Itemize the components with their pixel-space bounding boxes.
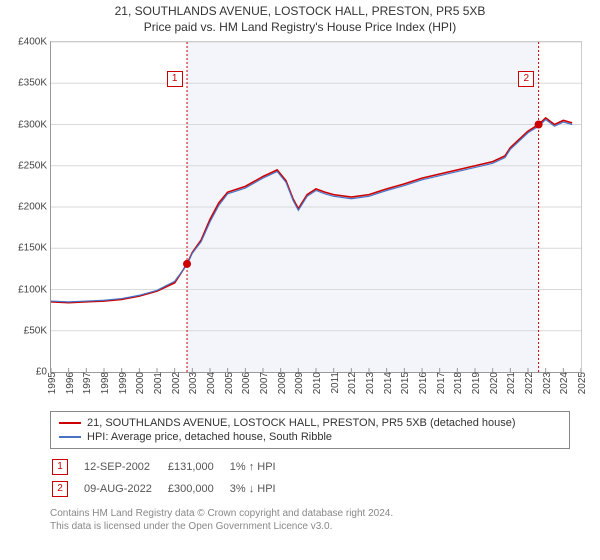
x-tick-label: 2024: [559, 372, 570, 394]
x-tick-label: 2009: [294, 372, 305, 394]
x-tick-label: 2020: [489, 372, 500, 394]
title-line-2: Price paid vs. HM Land Registry's House …: [0, 20, 600, 36]
legend-swatch: [59, 436, 81, 438]
chart-container: £0£50K£100K£150K£200K£250K£300K£350K£400…: [10, 41, 582, 405]
marker-delta: 1% ↑ HPI: [230, 457, 290, 477]
x-tick-label: 2013: [365, 372, 376, 394]
x-tick-label: 2002: [171, 372, 182, 394]
y-tick-label: £300K: [18, 119, 51, 130]
x-tick-label: 2004: [206, 372, 217, 394]
x-tick-label: 1996: [65, 372, 76, 394]
y-tick-label: £250K: [18, 160, 51, 171]
x-tick-label: 2008: [277, 372, 288, 394]
footer-line-1: Contains HM Land Registry data © Crown c…: [50, 507, 600, 520]
x-tick-label: 2025: [577, 372, 588, 394]
marker-delta: 3% ↓ HPI: [230, 479, 290, 499]
y-tick-label: £150K: [18, 243, 51, 254]
x-tick-label: 2021: [506, 372, 517, 394]
legend-item: HPI: Average price, detached house, Sout…: [59, 430, 561, 444]
marker-date: 12-SEP-2002: [84, 457, 166, 477]
x-tick-label: 2010: [312, 372, 323, 394]
marker-badge: 2: [52, 481, 68, 497]
y-tick-label: £100K: [18, 284, 51, 295]
y-tick-label: £400K: [18, 37, 51, 48]
legend-item: 21, SOUTHLANDS AVENUE, LOSTOCK HALL, PRE…: [59, 416, 561, 430]
marker-price: £300,000: [168, 479, 228, 499]
legend-label: HPI: Average price, detached house, Sout…: [87, 431, 332, 443]
marker-price: £131,000: [168, 457, 228, 477]
x-tick-label: 1995: [47, 372, 58, 394]
chart-title: 21, SOUTHLANDS AVENUE, LOSTOCK HALL, PRE…: [0, 0, 600, 35]
x-tick-label: 2012: [347, 372, 358, 394]
x-tick-label: 2022: [524, 372, 535, 394]
legend: 21, SOUTHLANDS AVENUE, LOSTOCK HALL, PRE…: [50, 411, 570, 449]
x-tick-label: 2016: [418, 372, 429, 394]
x-tick-label: 2018: [453, 372, 464, 394]
legend-label: 21, SOUTHLANDS AVENUE, LOSTOCK HALL, PRE…: [87, 417, 516, 429]
x-tick-label: 1999: [118, 372, 129, 394]
x-tick-label: 2019: [471, 372, 482, 394]
y-tick-label: £350K: [18, 78, 51, 89]
x-tick-label: 2014: [383, 372, 394, 394]
x-tick-label: 2006: [241, 372, 252, 394]
plot-area: £0£50K£100K£150K£200K£250K£300K£350K£400…: [50, 41, 582, 373]
x-tick-label: 2007: [259, 372, 270, 394]
x-tick-label: 2015: [400, 372, 411, 394]
marker-date: 09-AUG-2022: [84, 479, 166, 499]
table-row: 1 12-SEP-2002 £131,000 1% ↑ HPI: [52, 457, 290, 477]
legend-swatch: [59, 422, 81, 424]
x-tick-label: 2023: [542, 372, 553, 394]
x-tick-label: 1998: [100, 372, 111, 394]
x-tick-label: 2001: [153, 372, 164, 394]
footer: Contains HM Land Registry data © Crown c…: [50, 507, 600, 533]
y-tick-label: £200K: [18, 202, 51, 213]
x-tick-label: 2017: [436, 372, 447, 394]
x-tick-label: 2000: [135, 372, 146, 394]
chart-marker-badge: 1: [167, 71, 183, 87]
footer-line-2: This data is licensed under the Open Gov…: [50, 520, 600, 533]
marker-table: 1 12-SEP-2002 £131,000 1% ↑ HPI 2 09-AUG…: [50, 455, 292, 501]
y-tick-label: £50K: [24, 325, 51, 336]
table-row: 2 09-AUG-2022 £300,000 3% ↓ HPI: [52, 479, 290, 499]
title-line-1: 21, SOUTHLANDS AVENUE, LOSTOCK HALL, PRE…: [0, 4, 600, 20]
x-tick-label: 2003: [188, 372, 199, 394]
marker-badge: 1: [52, 459, 68, 475]
x-tick-label: 2011: [330, 372, 341, 394]
x-tick-label: 2005: [224, 372, 235, 394]
chart-marker-badge: 2: [518, 71, 534, 87]
x-tick-label: 1997: [82, 372, 93, 394]
